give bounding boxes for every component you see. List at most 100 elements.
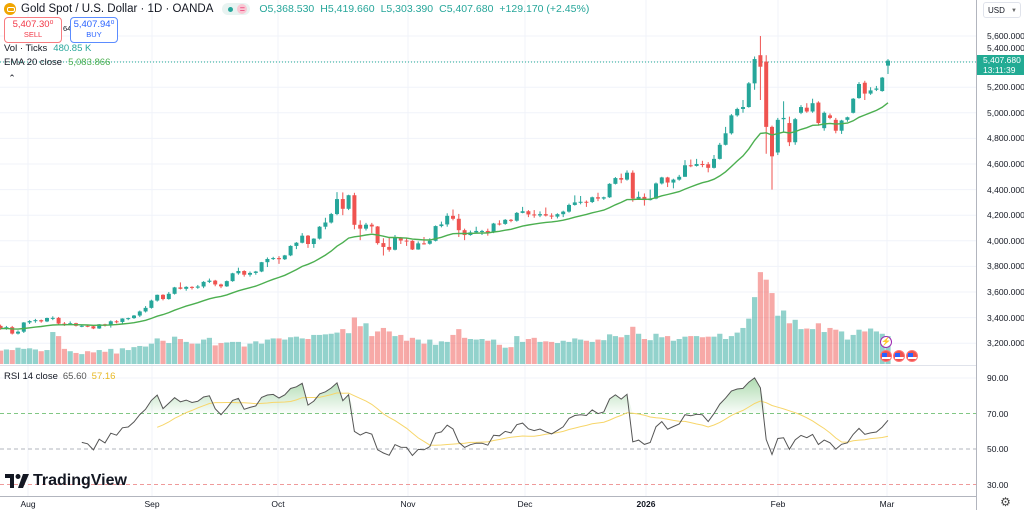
candle — [816, 101, 821, 126]
candle-body — [50, 317, 55, 319]
settings-gear-icon[interactable]: ⚙ — [1000, 495, 1011, 509]
volume-bar — [61, 348, 67, 364]
candle-body — [764, 61, 769, 127]
price-tick-label: 4,800.000 — [987, 133, 1024, 144]
volume-bar — [206, 337, 212, 364]
candle-body — [886, 60, 890, 66]
candle-body — [422, 243, 426, 245]
volume-bar — [688, 336, 694, 364]
last-price-value: 5,407.680 — [983, 55, 1021, 65]
candle-body — [294, 242, 299, 246]
candle-body — [851, 98, 856, 113]
tradingview-logo-icon — [5, 474, 29, 488]
candle-body — [45, 317, 49, 322]
candle-body — [601, 197, 606, 199]
volume-bar — [514, 336, 520, 364]
candle-body — [155, 294, 160, 301]
volume-bar — [67, 351, 73, 364]
volume-legend[interactable]: Vol · Ticks 480.85 K — [4, 43, 91, 54]
volume-bar — [879, 333, 885, 364]
candle-body — [108, 321, 113, 326]
candle-body — [654, 183, 658, 199]
news-flash-icon[interactable]: ⚡ — [880, 336, 892, 348]
candle — [166, 292, 171, 300]
candle-body — [114, 321, 119, 323]
ema-legend[interactable]: EMA 20 close 5,083.866 — [4, 57, 110, 68]
tradingview-logo[interactable]: TradingView — [5, 472, 127, 490]
us-event-flag-icon[interactable] — [880, 350, 892, 362]
volume-bar — [717, 333, 723, 364]
candle — [688, 159, 693, 168]
candle-body — [567, 204, 571, 212]
sell-button[interactable]: 5,407.30⁰ SELL — [4, 17, 62, 43]
volume-bar — [328, 333, 334, 364]
volume-bar — [293, 336, 299, 364]
candle — [346, 194, 351, 211]
candle — [549, 213, 554, 220]
us-event-flag-icon[interactable] — [893, 350, 905, 362]
price-tick-label: 5,200.000 — [987, 82, 1024, 93]
candle — [317, 226, 322, 240]
candle — [694, 158, 699, 167]
candle — [712, 155, 716, 169]
volume-bar — [9, 350, 15, 364]
candle-body — [445, 215, 450, 225]
candle — [862, 80, 867, 100]
volume-bar — [839, 331, 845, 364]
symbol-title[interactable]: Gold Spot / U.S. Dollar · 1D · OANDA — [21, 3, 214, 15]
volume-bar — [543, 341, 549, 364]
candle — [126, 317, 131, 321]
candle — [161, 294, 165, 301]
candle-body — [172, 287, 177, 294]
volume-bar — [798, 329, 804, 364]
ema-label: EMA 20 close — [4, 57, 63, 68]
candle-body — [201, 281, 206, 287]
candle-body — [85, 325, 90, 327]
volume-bar — [659, 337, 665, 364]
volume-bar — [491, 339, 497, 364]
candle — [236, 267, 241, 275]
candle — [874, 85, 879, 92]
rsi-value: 65.60 — [62, 371, 87, 382]
candle — [27, 320, 32, 324]
price-axis[interactable] — [976, 0, 1024, 510]
candle-body — [793, 119, 798, 143]
candle-body — [161, 294, 165, 300]
candle-body — [491, 223, 496, 233]
buy-button[interactable]: 5,407.94⁰ BUY — [70, 17, 118, 43]
rsi-legend[interactable]: RSI 14 close 65.60 57.16 — [4, 371, 115, 382]
candle — [619, 173, 624, 184]
candle — [561, 210, 566, 218]
candle-body — [242, 271, 247, 275]
collapse-legend-icon[interactable]: ⌃ — [8, 73, 16, 83]
candle-body — [178, 287, 183, 289]
candle — [294, 242, 299, 250]
chart-canvas[interactable] — [0, 0, 976, 510]
candle-body — [862, 82, 867, 94]
candle-body — [346, 195, 351, 209]
price-tick-label: 3,600.000 — [987, 287, 1024, 297]
market-status-pill[interactable]: = — [222, 3, 251, 15]
candle — [352, 192, 357, 230]
volume-bar — [108, 348, 114, 364]
volume-bar — [647, 340, 653, 364]
candle — [706, 162, 711, 173]
volume-bar — [589, 341, 595, 364]
change-value: +129.170 (+2.45%) — [499, 3, 590, 15]
price-tick-label: 3,400.000 — [987, 312, 1024, 323]
candle — [799, 105, 803, 115]
candle-body — [219, 284, 223, 287]
us-event-flag-icon[interactable] — [906, 350, 918, 362]
currency-selector[interactable]: USD ▼ — [983, 2, 1021, 18]
volume-bar — [850, 334, 856, 364]
volume-bar — [172, 336, 178, 364]
time-tick-label: Dec — [517, 499, 533, 509]
volume-bar — [177, 339, 183, 364]
volume-bar — [479, 339, 485, 364]
volume-bar — [276, 338, 282, 364]
volume-bar — [119, 348, 125, 364]
candle — [213, 279, 218, 287]
candle-body — [555, 214, 560, 217]
volume-bar — [160, 340, 166, 364]
volume-bar — [375, 331, 381, 364]
